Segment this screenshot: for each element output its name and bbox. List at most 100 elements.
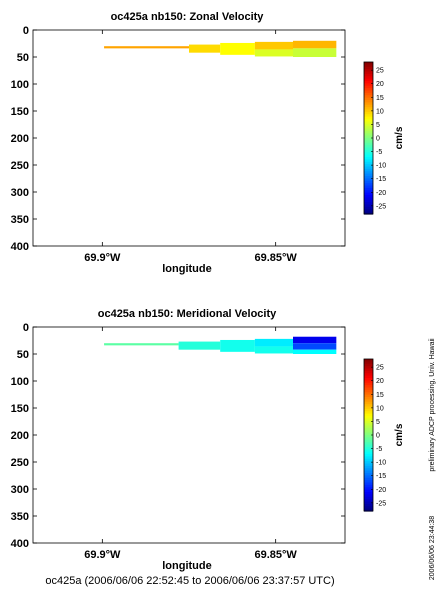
zonal-data-cells — [104, 40, 337, 57]
meridional-colorbar-segment — [364, 470, 373, 474]
zonal-chart-title: oc425a nb150: Zonal Velocity — [111, 11, 265, 23]
meridional-colorbar-segment — [364, 427, 373, 431]
meridional-colorbar-segment — [364, 430, 373, 434]
zonal-y-tick-label: 250 — [11, 160, 29, 172]
meridional-colorbar-segment — [364, 435, 373, 438]
zonal-colorbar-segment — [364, 166, 373, 170]
meridional-colorbar-segment — [364, 444, 373, 448]
zonal-colorbar-segment — [364, 135, 373, 139]
zonal-colorbar-segment — [364, 88, 373, 92]
meridional-colorbar-segment — [364, 501, 373, 505]
zonal-velocity-cell — [254, 49, 293, 57]
meridional-data-cells — [104, 336, 337, 354]
meridional-colorbar-tick-label: 20 — [376, 378, 384, 385]
meridional-colorbar-segment — [364, 375, 373, 379]
zonal-colorbar-tick-label: 15 — [376, 95, 384, 102]
zonal-colorbar-segment — [364, 199, 373, 203]
zonal-colorbar-segment — [364, 83, 373, 87]
meridional-colorbar-segment — [364, 475, 373, 479]
meridional-colorbar-segment — [364, 416, 373, 419]
meridional-colorbar-segment — [364, 437, 373, 441]
zonal-colorbar-segment — [364, 164, 373, 168]
zonal-colorbar-segment — [364, 69, 373, 73]
zonal-y-tick-label: 350 — [11, 214, 29, 226]
zonal-colorbar-segment — [364, 102, 373, 106]
meridional-velocity-cell — [178, 341, 221, 350]
zonal-colorbar-segment — [364, 211, 373, 215]
zonal-colorbar-segment — [364, 168, 373, 172]
meridional-colorbar-segment — [364, 487, 373, 491]
meridional-colorbar-segment — [364, 361, 373, 365]
meridional-colorbar-segment — [364, 425, 373, 429]
zonal-colorbar-tick-label: 25 — [376, 68, 384, 75]
zonal-y-axis: 0 50 100 150 200 250 300 350 400 — [11, 25, 345, 253]
meridional-colorbar-segment — [364, 385, 373, 389]
zonal-velocity-cell — [104, 46, 189, 49]
meridional-colorbar-segment — [364, 442, 373, 446]
meridional-colorbar-segment — [364, 418, 373, 422]
zonal-colorbar-tick-label: 20 — [376, 81, 384, 88]
meridional-colorbar-segment — [364, 480, 373, 484]
zonal-velocity-cell — [254, 41, 293, 50]
meridional-colorbar-segment — [364, 499, 373, 503]
zonal-colorbar-tick-label: -20 — [376, 190, 386, 197]
zonal-colorbar-segment — [364, 92, 373, 96]
zonal-velocity-cell — [220, 42, 255, 55]
meridional-colorbar-tick-label: -5 — [376, 446, 382, 453]
meridional-y-tick-label: 50 — [17, 349, 29, 361]
meridional-colorbar-segment — [364, 449, 373, 453]
zonal-colorbar-segment — [364, 192, 373, 196]
meridional-colorbar-segment — [364, 492, 373, 495]
zonal-colorbar-segment — [364, 154, 373, 158]
zonal-colorbar-tick-label: -15 — [376, 176, 386, 183]
meridional-colorbar-segment — [364, 366, 373, 370]
zonal-colorbar-tick-label: -5 — [376, 149, 382, 156]
zonal-colorbar-segment — [364, 114, 373, 118]
meridional-x-tick-label: 69.85°W — [255, 549, 298, 561]
zonal-y-tick-label: 400 — [11, 241, 29, 253]
meridional-velocity-cell — [254, 338, 293, 347]
zonal-colorbar-segment — [364, 180, 373, 184]
zonal-colorbar-segment — [364, 95, 373, 99]
meridional-y-tick-label: 350 — [11, 511, 29, 523]
zonal-colorbar-segment — [364, 73, 373, 77]
meridional-colorbar-tick-label: 10 — [376, 405, 384, 412]
processing-note: preliminary ADCP processing, Univ. Hawai… — [429, 338, 436, 472]
meridional-colorbar-segment — [364, 482, 373, 486]
zonal-colorbar-segment — [364, 104, 373, 108]
zonal-plot-frame — [32, 29, 346, 247]
meridional-y-axis: 0 50 100 150 200 250 300 350 400 — [11, 322, 345, 550]
meridional-y-tick-label: 150 — [11, 403, 29, 415]
zonal-colorbar-segment — [364, 204, 373, 208]
zonal-y-tick-label: 50 — [17, 52, 29, 64]
meridional-velocity-cell — [293, 349, 337, 354]
zonal-colorbar-segment — [364, 107, 373, 111]
zonal-colorbar-tick-label: 0 — [376, 136, 380, 143]
zonal-colorbar-segment — [364, 81, 373, 84]
meridional-x-axis: 69.9°W 69.85°W — [84, 327, 297, 561]
zonal-colorbar-segment — [364, 157, 373, 160]
meridional-colorbar-segment — [364, 397, 373, 400]
meridional-colorbar-segment — [364, 401, 373, 405]
zonal-colorbar-tick-label: 10 — [376, 108, 384, 115]
meridional-colorbar-segment — [364, 496, 373, 500]
zonal-colorbar-segment — [364, 62, 373, 65]
zonal-colorbar-segment — [364, 66, 373, 70]
meridional-colorbar-segment — [364, 368, 373, 372]
meridional-colorbar-tick-label: -10 — [376, 460, 386, 467]
meridional-colorbar-segment — [364, 446, 373, 450]
zonal-colorbar-segment — [364, 128, 373, 132]
meridional-velocity-cell — [220, 339, 255, 352]
meridional-colorbar-segment — [364, 380, 373, 384]
meridional-colorbar-segment — [364, 370, 373, 374]
zonal-colorbar-segment — [364, 190, 373, 194]
meridional-colorbar: 25 20 15 10 5 0 -5 -10 -15 -20 -25 — [363, 358, 386, 512]
meridional-colorbar-tick-label: 5 — [376, 419, 380, 426]
time-range-footer: oc425a (2006/06/06 22:52:45 to 2006/06/0… — [45, 575, 334, 587]
zonal-colorbar-segment — [364, 206, 373, 210]
meridional-colorbar-segment — [364, 404, 373, 408]
zonal-colorbar-label: cm/s — [394, 126, 405, 149]
zonal-y-tick-label: 200 — [11, 133, 29, 145]
meridional-chart-title: oc425a nb150: Meridional Velocity — [98, 308, 277, 320]
